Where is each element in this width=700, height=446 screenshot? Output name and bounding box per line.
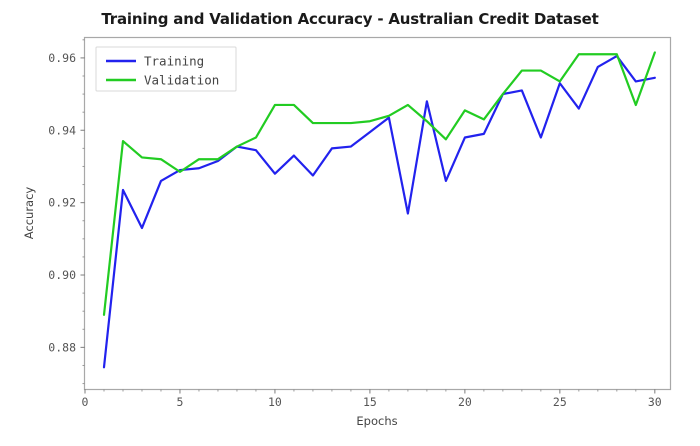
y-tick-label: 0.90 xyxy=(48,268,76,282)
x-tick-label: 20 xyxy=(458,395,472,409)
axis-ticks xyxy=(80,39,656,394)
chart-title: Training and Validation Accuracy - Austr… xyxy=(101,10,599,28)
x-tick-label: 25 xyxy=(553,395,567,409)
y-axis-tick-labels: 0.88 0.90 0.92 0.94 0.96 xyxy=(48,51,76,354)
x-tick-label: 30 xyxy=(648,395,662,409)
y-axis-title: Accuracy xyxy=(22,187,36,240)
y-tick-label: 0.94 xyxy=(48,123,76,137)
y-tick-label: 0.96 xyxy=(48,51,76,65)
x-tick-label: 10 xyxy=(268,395,282,409)
x-tick-label: 15 xyxy=(363,395,377,409)
y-tick-label: 0.92 xyxy=(48,196,76,210)
x-tick-label: 5 xyxy=(176,395,183,409)
legend-label-training: Training xyxy=(144,54,204,69)
chart-legend: Training Validation xyxy=(95,46,237,92)
legend-label-validation: Validation xyxy=(144,73,219,88)
x-tick-label: 0 xyxy=(82,395,89,409)
data-series-lines xyxy=(102,51,656,369)
series-line-validation xyxy=(102,51,656,316)
x-axis-tick-labels: 0 5 10 15 20 25 30 xyxy=(82,395,662,409)
series-line-training xyxy=(102,54,656,369)
y-tick-label: 0.88 xyxy=(48,340,76,354)
plot-frame xyxy=(83,36,672,391)
x-axis-title: Epochs xyxy=(356,414,397,428)
